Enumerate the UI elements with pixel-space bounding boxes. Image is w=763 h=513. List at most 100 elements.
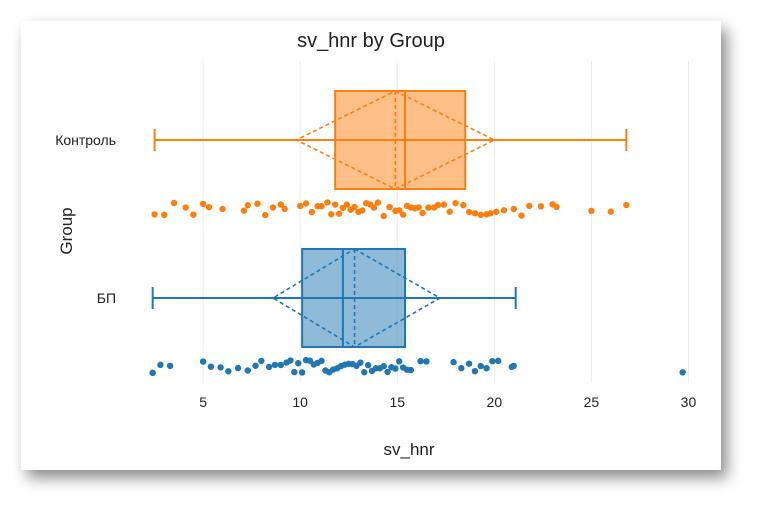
data-point [493,208,500,215]
x-tick-label: 10 [292,394,308,410]
data-point [477,362,484,370]
iqr-box [301,248,407,348]
data-point [271,361,279,369]
data-point [407,366,415,374]
data-point [258,357,265,365]
data-point [161,211,168,219]
data-point [328,211,335,218]
data-point [374,199,382,206]
data-point [679,369,686,376]
data-point [199,358,207,365]
data-point [244,202,251,209]
data-point [465,360,473,367]
data-point [419,209,426,217]
data-point [452,199,459,207]
data-point [396,207,403,214]
data-point [277,201,284,208]
data-point [166,362,174,370]
data-point [302,200,310,207]
data-point [170,199,178,207]
data-point [607,208,615,215]
data-point [370,204,378,211]
data-point [415,204,422,211]
data-point [291,368,298,376]
mean-diamond [271,248,442,348]
data-point [318,357,325,365]
data-point [487,210,494,217]
data-point [392,365,399,372]
data-point [423,358,430,365]
data-point [252,362,259,369]
data-point [149,369,156,377]
data-point [281,205,288,213]
data-point [526,202,533,210]
data-point [324,199,331,206]
y-axis-label: Group [57,207,76,254]
iqr-box [334,90,467,190]
data-point [477,211,484,219]
data-point [465,208,473,216]
data-point [359,207,366,214]
data-point [471,367,479,375]
box-group-control [153,90,628,190]
data-point [151,211,158,218]
data-point [234,364,242,372]
data-point [207,363,215,370]
data-point [277,361,284,369]
box-group-bp [151,248,517,348]
data-point [265,363,273,371]
data-point [471,210,479,217]
data-point [298,369,306,376]
data-point [357,359,364,366]
x-tick-label: 5 [199,394,207,410]
data-point [623,201,630,209]
data-point [483,364,490,372]
data-point [440,201,448,208]
data-point [588,207,595,215]
data-point [380,363,387,370]
data-point [399,211,407,218]
data-point [510,362,517,370]
data-point [225,368,232,375]
x-tick-label: 25 [584,394,600,410]
data-point [489,357,496,365]
data-point [446,208,453,215]
data-point [269,204,277,211]
category-label: Контроль [55,132,116,148]
data-points-bp [149,356,686,377]
data-point [308,208,316,216]
data-point [553,203,560,211]
data-point [425,204,432,211]
chart-card: 5 10 15 20 25 30 Контроль БП sv_hnr by Group s… [21,21,721,470]
data-point [199,200,207,208]
data-point [384,368,391,376]
data-point [331,201,339,208]
data-point [295,359,302,367]
data-point [244,367,251,374]
data-point [434,201,442,209]
chart-title: sv_hnr by Group [297,30,445,52]
category-label: БП [97,290,116,306]
x-axis-ticks: 5 10 15 20 25 30 [199,394,696,410]
data-point [205,203,213,211]
y-axis-categories: Контроль БП [55,132,116,306]
data-point [495,357,502,365]
data-point [182,204,189,211]
mean-diamond [294,90,497,190]
data-point [343,201,350,208]
data-point [450,358,457,366]
data-point [318,203,325,210]
data-point [510,205,517,213]
data-point [262,211,269,219]
data-point [380,212,387,220]
data-point [351,203,358,211]
data-point [500,207,508,214]
x-tick-label: 20 [487,394,503,410]
data-point [458,364,465,372]
x-axis-label: sv_hnr [383,440,434,459]
x-tick-label: 30 [681,394,697,410]
data-point [287,357,294,364]
data-point [364,362,372,369]
x-tick-label: 15 [389,394,405,410]
data-points-control [151,199,630,220]
